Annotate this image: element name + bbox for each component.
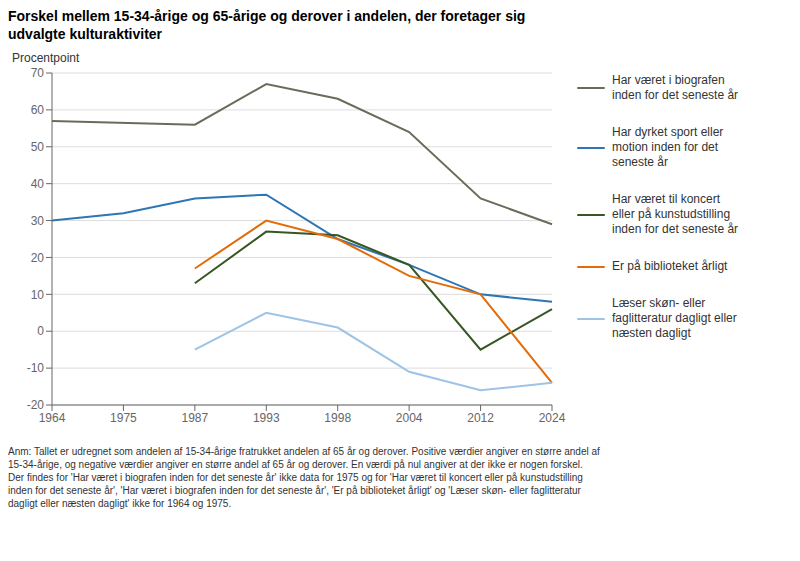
svg-text:2004: 2004 bbox=[396, 411, 423, 425]
svg-text:-10: -10 bbox=[27, 361, 45, 375]
svg-text:0: 0 bbox=[37, 324, 44, 338]
html-text:Har været til koncert eller på: Har været til koncert eller på kunstudst… bbox=[612, 192, 739, 236]
svg-text:50: 50 bbox=[31, 140, 45, 154]
html-text:Anm: Tallet er udregnet som an: Anm: Tallet er udregnet som andelen af 1… bbox=[8, 446, 600, 509]
html-text:Har dyrket sport eller motion: Har dyrket sport eller motion inden for … bbox=[612, 125, 724, 169]
svg-text:60: 60 bbox=[31, 103, 45, 117]
svg-text:2012: 2012 bbox=[467, 411, 494, 425]
svg-text:40: 40 bbox=[31, 177, 45, 191]
html-text:Har været i biografen inden fo: Har været i biografen inden for det sene… bbox=[612, 73, 739, 102]
html-text:Læser skøn- eller faglitteratu: Læser skøn- eller faglitteratur dagligt … bbox=[612, 296, 737, 340]
svg-text:1975: 1975 bbox=[110, 411, 137, 425]
svg-text:1993: 1993 bbox=[253, 411, 280, 425]
svg-text:30: 30 bbox=[31, 214, 45, 228]
svg-text:20: 20 bbox=[31, 251, 45, 265]
svg-text:70: 70 bbox=[31, 66, 45, 80]
html-text:Procentpoint: Procentpoint bbox=[12, 51, 80, 65]
svg-text:10: 10 bbox=[31, 288, 45, 302]
html-text:Forskel mellem 15-34-årige og: Forskel mellem 15-34-årige og 65-årige o… bbox=[8, 8, 526, 42]
svg-text:1987: 1987 bbox=[182, 411, 209, 425]
html-text:Er på biblioteket årligt: Er på biblioteket årligt bbox=[612, 259, 728, 273]
svg-text:2024: 2024 bbox=[539, 411, 566, 425]
svg-text:1998: 1998 bbox=[324, 411, 351, 425]
svg-text:-20: -20 bbox=[27, 398, 45, 412]
svg-text:1964: 1964 bbox=[39, 411, 66, 425]
